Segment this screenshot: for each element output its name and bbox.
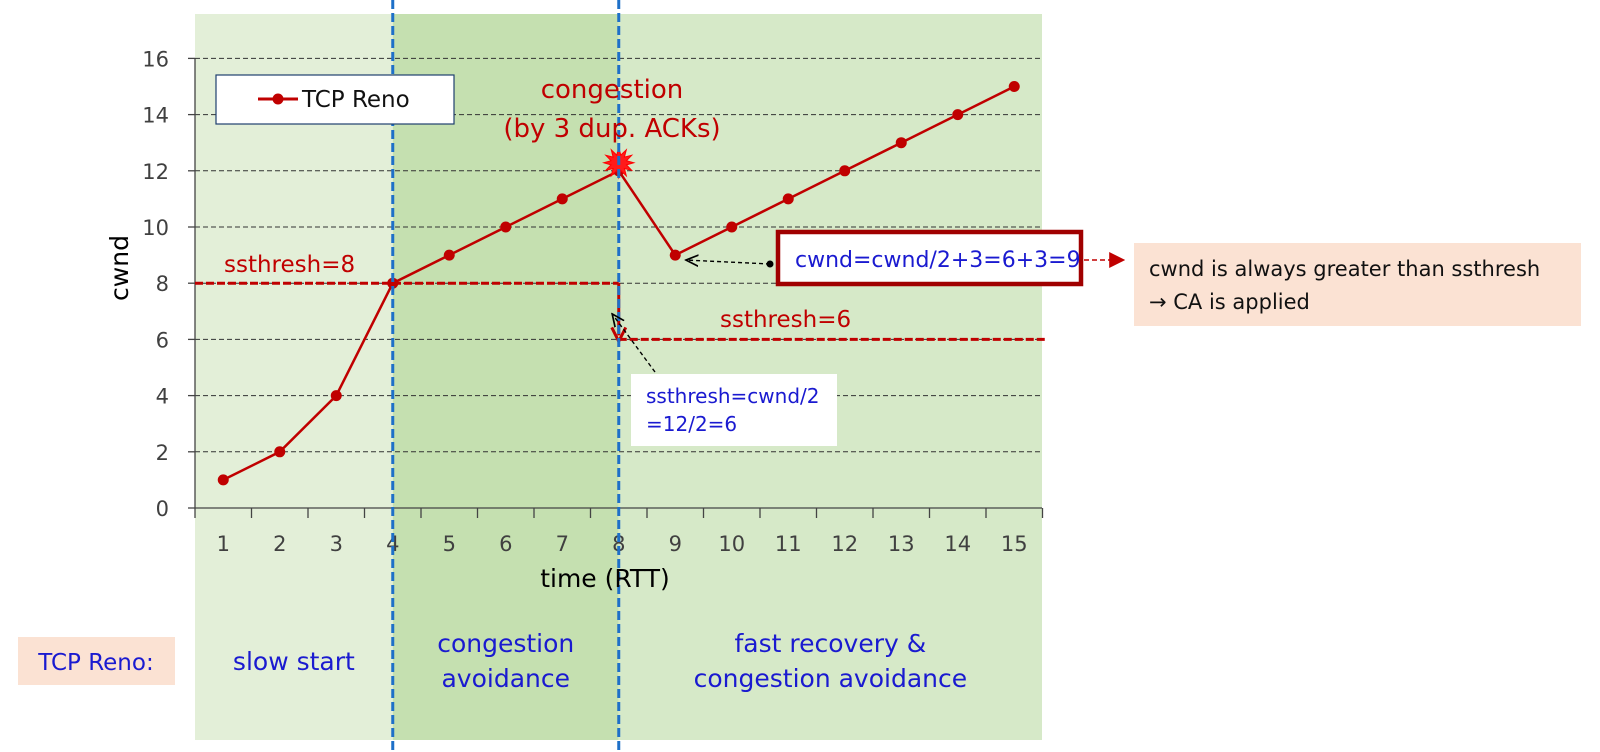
- y-tick-label: 6: [156, 328, 169, 352]
- y-tick-label: 8: [156, 272, 169, 296]
- x-tick-label: 9: [669, 532, 682, 556]
- data-point: [1008, 81, 1020, 92]
- phase-band: [195, 14, 393, 740]
- data-point: [387, 277, 399, 289]
- x-tick-label: 2: [273, 532, 286, 556]
- data-point: [839, 165, 851, 177]
- data-point: [217, 474, 229, 486]
- congestion-cause-label: (by 3 dup. ACKs): [503, 114, 720, 144]
- legend-box: [215, 74, 455, 125]
- data-point: [500, 221, 512, 233]
- x-axis-title: time (RTT): [540, 564, 670, 593]
- ssthresh-8-label: ssthresh=8: [224, 252, 355, 278]
- data-point: [556, 193, 568, 205]
- x-tick-label: 1: [217, 532, 230, 556]
- y-axis-title: cwnd: [105, 235, 134, 301]
- cwnd-calc-box: [775, 229, 1084, 287]
- data-point: [895, 137, 907, 149]
- phase-label: fast recovery &: [735, 629, 927, 658]
- ssthresh-calc-line1: ssthresh=cwnd/2: [646, 384, 820, 408]
- data-point: [443, 249, 455, 261]
- y-tick-label: 12: [142, 160, 169, 184]
- x-tick-label: 7: [556, 532, 569, 556]
- row-label: TCP Reno:: [37, 650, 153, 676]
- note-line2: → CA is applied: [1149, 290, 1310, 314]
- x-tick-label: 3: [330, 532, 343, 556]
- row-label-box: [18, 637, 175, 685]
- data-point: [274, 446, 286, 458]
- x-tick-label: 8: [612, 532, 625, 556]
- x-tick-label: 15: [1001, 532, 1028, 556]
- data-point: [669, 249, 681, 261]
- y-tick-label: 4: [156, 385, 169, 409]
- x-tick-label: 5: [443, 532, 456, 556]
- congestion-label: congestion: [541, 75, 684, 105]
- legend-marker: [272, 93, 284, 105]
- y-tick-label: 16: [142, 47, 169, 71]
- note-line1: cwnd is always greater than ssthresh: [1149, 257, 1540, 281]
- x-tick-label: 13: [888, 532, 915, 556]
- legend-entry: TCP Reno: [301, 87, 410, 113]
- ssthresh-calc-line2: =12/2=6: [646, 412, 737, 436]
- cwnd-calc-arrow-dot: [766, 260, 774, 268]
- x-tick-label: 11: [775, 532, 802, 556]
- phase-label: congestion: [437, 629, 574, 658]
- data-point: [952, 109, 964, 121]
- y-tick-label: 0: [156, 497, 169, 521]
- x-tick-label: 4: [386, 532, 399, 556]
- phase-label: congestion avoidance: [694, 664, 968, 693]
- legend: TCP Reno: [215, 74, 455, 125]
- phase-label: slow start: [233, 647, 355, 676]
- x-tick-label: 14: [944, 532, 971, 556]
- ssthresh-calc-box: [631, 374, 837, 446]
- y-tick-label: 2: [156, 441, 169, 465]
- ssthresh-calc-arrow: [613, 315, 656, 373]
- x-tick-label: 10: [718, 532, 745, 556]
- cwnd-calc-label: cwnd=cwnd/2+3=6+3=9: [795, 248, 1081, 273]
- data-point: [330, 390, 342, 402]
- x-tick-label: 12: [831, 532, 858, 556]
- y-tick-label: 14: [142, 104, 169, 128]
- phase-label: avoidance: [441, 664, 570, 693]
- x-tick-label: 6: [499, 532, 512, 556]
- data-point: [782, 193, 794, 205]
- ssthresh-6-label: ssthresh=6: [720, 307, 851, 333]
- phase-band: [392, 14, 619, 740]
- y-tick-label: 10: [142, 216, 169, 240]
- note-box: [1134, 243, 1581, 326]
- data-point: [726, 221, 738, 233]
